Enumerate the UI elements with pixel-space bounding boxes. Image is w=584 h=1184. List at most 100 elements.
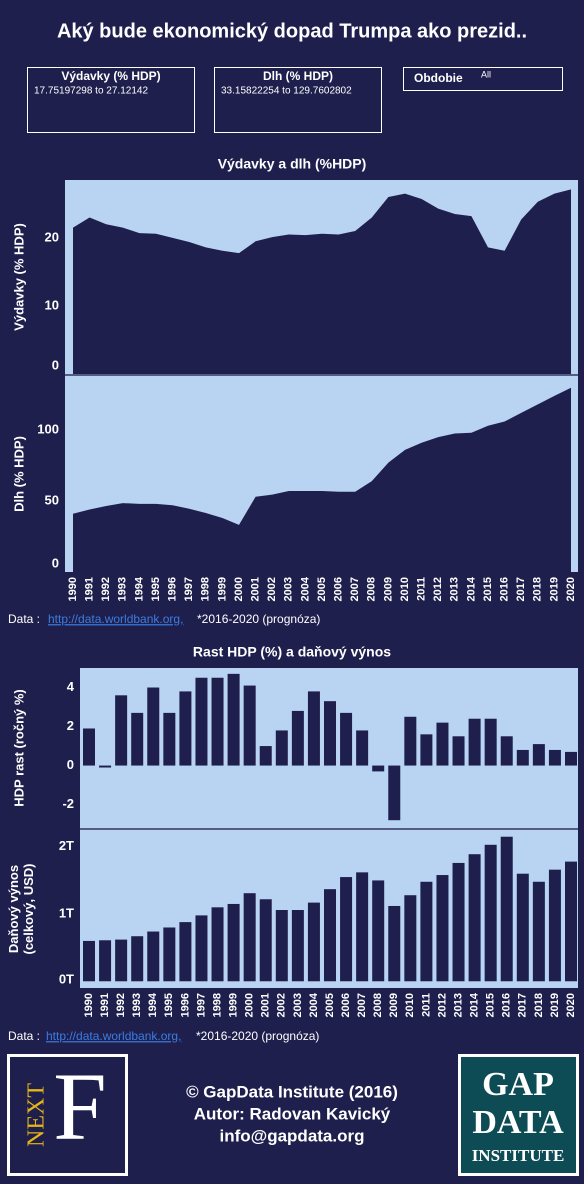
source-link[interactable]: http://data.worldbank.org, (48, 612, 183, 626)
bar (115, 695, 128, 766)
bar (291, 710, 304, 766)
y-axis-label: Výdavky (% HDP) (11, 223, 26, 331)
y-tick-label: 2 (67, 718, 74, 733)
x-tick-label: 2001 (260, 993, 272, 1017)
logo-text: DATA (472, 1104, 564, 1141)
bar (468, 854, 481, 982)
bar (275, 910, 288, 982)
bar (275, 730, 288, 766)
bar (243, 893, 256, 982)
y-tick-label: 100 (37, 421, 59, 436)
bar (565, 751, 577, 766)
source-prefix: Data : (8, 1029, 40, 1043)
filter-box[interactable] (403, 67, 563, 91)
x-tick-label: 2013 (452, 993, 464, 1017)
x-tick-label: 1990 (83, 993, 95, 1017)
source-prefix: Data : (8, 612, 40, 626)
area (73, 189, 571, 374)
x-tick-label: 2007 (356, 993, 368, 1017)
x-tick-label: 2018 (532, 577, 544, 601)
bar (324, 889, 336, 982)
x-tick-label: 2009 (382, 577, 394, 601)
bar (227, 903, 240, 982)
x-tick-label: 2009 (388, 993, 400, 1017)
x-tick-label: 1995 (163, 993, 175, 1017)
logo-frame (458, 1054, 579, 1176)
bar (163, 712, 176, 766)
x-tick-label: 2019 (549, 993, 561, 1017)
bar (565, 861, 577, 982)
bar (388, 765, 401, 821)
x-tick-label: 2012 (436, 993, 448, 1017)
footer: © GapData Institute (2016) Autor: Radova… (186, 1082, 398, 1145)
y-tick-label: 20 (45, 229, 59, 244)
x-tick-label: 1994 (133, 576, 145, 601)
bar (500, 736, 513, 766)
x-tick-label: 2010 (399, 577, 411, 601)
y-tick-label: 4 (67, 679, 75, 694)
bar (420, 734, 433, 766)
x-tick-label: 2005 (324, 993, 336, 1017)
filter-box[interactable] (214, 67, 382, 133)
bar (420, 881, 433, 982)
source-note-text: *2016-2020 (prognóza) (197, 612, 320, 626)
x-tick-label: 1996 (179, 993, 191, 1017)
bar (99, 765, 112, 768)
x-tick-label: 2010 (404, 993, 416, 1017)
x-tick-label: 1991 (99, 993, 111, 1017)
bar (83, 940, 95, 982)
x-tick-label: 2006 (333, 577, 345, 601)
bar (516, 873, 529, 982)
footer-line: © GapData Institute (2016) (186, 1082, 398, 1101)
bar (195, 677, 208, 766)
chart-title: Rast HDP (%) a daňový výnos (193, 644, 391, 660)
bar (131, 936, 144, 982)
filter-box[interactable] (27, 67, 195, 133)
bar (548, 749, 561, 766)
bar (147, 931, 160, 982)
filter-label: Dlh (% HDP) (263, 69, 333, 83)
x-tick-label: 2003 (283, 577, 295, 601)
bar (356, 730, 369, 766)
bar (356, 872, 369, 982)
x-tick-label: 2008 (366, 577, 378, 601)
x-tick-label: 2016 (501, 993, 513, 1017)
filter-range: 33.15822254 to 129.7602802 (221, 86, 352, 97)
source-link[interactable]: http://data.worldbank.org, (46, 1029, 181, 1043)
footer-line: Autor: Radovan Kavický (194, 1104, 391, 1123)
bar (532, 881, 545, 982)
y-axis-label: (celkový, USD) (21, 863, 36, 954)
x-tick-label: 2000 (244, 993, 256, 1017)
bar (372, 880, 385, 982)
logo-right: GAP DATA INSTITUTE (458, 1054, 579, 1176)
filter-label: Obdobie (414, 71, 463, 85)
area (73, 387, 571, 572)
bar (195, 915, 208, 982)
y-tick-label: 0T (59, 971, 74, 986)
bar (147, 687, 160, 766)
bar (484, 718, 497, 766)
x-tick-label: 2016 (499, 577, 511, 601)
y-tick-label: 2T (59, 838, 74, 853)
x-tick-label: 2020 (565, 993, 577, 1017)
x-tick-label: 1990 (67, 577, 79, 601)
x-tick-label: 1993 (131, 993, 143, 1017)
x-tick-label: 1992 (100, 577, 112, 601)
bar (163, 927, 176, 982)
x-tick-label: 2017 (517, 993, 529, 1017)
logo-text: GAP (482, 1066, 554, 1103)
chart-title: Výdavky a dlh (%HDP) (218, 156, 367, 172)
x-tick-label: 2002 (276, 993, 288, 1017)
logo-frame (7, 1054, 128, 1176)
y-tick-label: 1T (59, 905, 74, 920)
logo-text: F (53, 1053, 106, 1160)
bar (115, 939, 128, 982)
bar (179, 691, 192, 766)
bar (243, 685, 256, 766)
x-tick-label: 2002 (266, 577, 278, 601)
x-tick-label: 2014 (469, 992, 481, 1017)
x-tick-label: 2015 (482, 577, 494, 601)
bar (548, 869, 561, 982)
